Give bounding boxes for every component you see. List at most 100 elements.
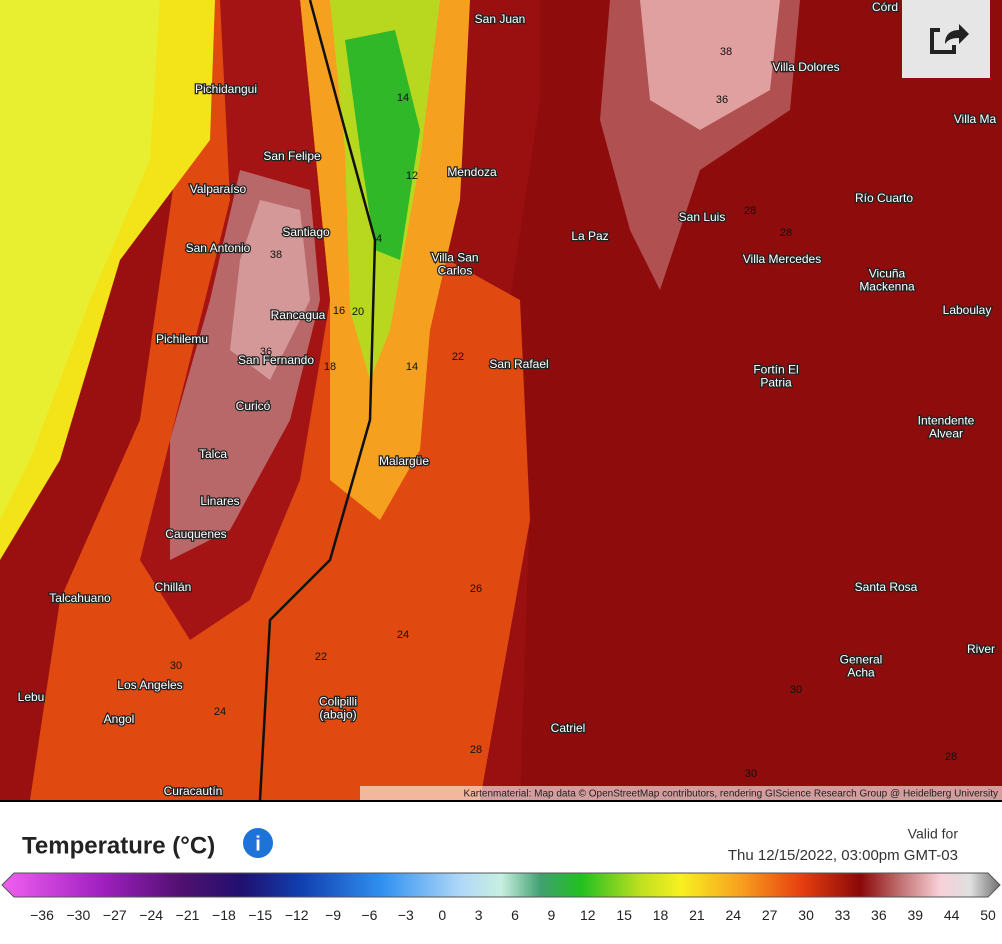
legend-tick-label: −21 — [176, 907, 200, 923]
legend-tick-label: −3 — [398, 907, 414, 923]
legend-tick-label: 21 — [689, 907, 705, 923]
city-label: Valparaíso — [190, 182, 247, 196]
legend-tick-label: 50 — [980, 907, 996, 923]
contour-label: 28 — [744, 205, 756, 217]
legend-title: Temperature (°C) — [22, 832, 215, 859]
valid-for-label: Valid for — [908, 826, 959, 842]
city-label: Vicuña Mackenna — [859, 267, 915, 294]
legend-tick-label: 27 — [762, 907, 778, 923]
city-label: Rancagua — [271, 308, 326, 322]
contour-label: 30 — [745, 768, 757, 780]
contour-label: 36 — [716, 94, 728, 106]
contour-label: 30 — [170, 660, 182, 672]
contour-label: 14 — [397, 92, 409, 104]
city-label: Santiago — [282, 225, 330, 239]
city-label: Intendente Alvear — [918, 414, 975, 441]
contour-label: 20 — [352, 306, 364, 318]
contour-label: 18 — [324, 361, 336, 373]
city-label: Villa Mercedes — [743, 252, 821, 266]
city-label: San Juan — [475, 12, 526, 26]
city-label: Río Cuarto — [855, 191, 913, 205]
legend-tick-label: 3 — [475, 907, 483, 923]
legend-tick-label: −30 — [67, 907, 91, 923]
contour-label: 22 — [315, 651, 327, 663]
contour-label: 36 — [260, 346, 272, 358]
contour-label: 4 — [376, 233, 382, 245]
city-label: Pichidangui — [195, 82, 257, 96]
contour-label: 38 — [720, 46, 732, 58]
city-label: Talca — [199, 447, 227, 461]
svg-text:i: i — [255, 833, 261, 855]
color-bar — [1, 872, 1001, 898]
city-label: Lebu — [18, 690, 45, 704]
legend-tick-label: 0 — [438, 907, 446, 923]
legend-tick-label: −12 — [285, 907, 309, 923]
city-label: San Antonio — [186, 241, 251, 255]
legend-tick-label: 24 — [726, 907, 742, 923]
contour-label: 28 — [470, 744, 482, 756]
legend-tick-label: 36 — [871, 907, 887, 923]
city-label: Linares — [200, 494, 239, 508]
attribution: Kartenmaterial: Map data © OpenStreetMap… — [464, 789, 998, 800]
city-label: San Luis — [679, 210, 726, 224]
city-label: Chillán — [155, 580, 192, 594]
legend-tick-label: 6 — [511, 907, 519, 923]
city-label: Curicó — [236, 399, 271, 413]
legend-tick-label: 15 — [616, 907, 632, 923]
city-label: San Fernando — [238, 353, 314, 367]
legend-tick-label: −6 — [361, 907, 377, 923]
contour-label: 14 — [406, 361, 418, 373]
legend-tick-label: −36 — [30, 907, 54, 923]
share-button[interactable] — [902, 0, 990, 78]
city-label: Angol — [104, 712, 135, 726]
legend-tick-label: 33 — [835, 907, 851, 923]
contour-label: 26 — [470, 583, 482, 595]
contour-labels: 38 36 14 12 28 28 4 38 16 20 36 18 14 22 26 24 22 30 24 28 3… — [170, 46, 957, 780]
city-labels: San Juan Córd Villa Dolores Villa Ma Pichida… — [16, 0, 998, 799]
city-label: Córd — [872, 0, 898, 14]
legend-tick-label: 30 — [798, 907, 814, 923]
info-button[interactable]: i — [243, 828, 273, 858]
legend-tick-label: 18 — [653, 907, 669, 923]
legend-tick-label: 9 — [547, 907, 555, 923]
legend-tick-label: 12 — [580, 907, 596, 923]
city-label: Pichilemu — [156, 332, 208, 346]
legend-tick-label: 39 — [907, 907, 923, 923]
legend-ticks: −36 −30 −27 −24 −21 −18 −15 −12 −9 −6 −3 0 3 6 9 12 15 18… — [30, 907, 996, 923]
city-label: Curacautín — [164, 784, 223, 798]
city-label: Villa Ma — [954, 112, 997, 126]
city-label: Villa Dolores — [772, 60, 839, 74]
map-border — [0, 800, 1002, 802]
legend-tick-label: 44 — [944, 907, 960, 923]
city-label: Talcahuano — [49, 591, 111, 605]
contour-label: 24 — [214, 706, 226, 718]
legend-tick-label: −27 — [103, 907, 127, 923]
contour-label: 24 — [397, 629, 409, 641]
city-label: Malargüe — [379, 454, 429, 468]
legend-tick-label: −24 — [139, 907, 163, 923]
city-label: River — [967, 642, 995, 656]
legend-tick-label: −15 — [248, 907, 272, 923]
contour-label: 38 — [270, 249, 282, 261]
attribution-bg — [360, 786, 1002, 800]
city-label: Fortín El Patria — [753, 363, 798, 390]
contour-label: 22 — [452, 351, 464, 363]
map[interactable] — [0, 0, 1002, 801]
contour-label: 12 — [406, 170, 418, 182]
city-label: Cauquenes — [165, 527, 226, 541]
city-label: Catriel — [551, 721, 586, 735]
contour-label: 16 — [333, 305, 345, 317]
contour-label: 28 — [945, 751, 957, 763]
city-label: San Felipe — [263, 149, 321, 163]
city-label: Los Angeles — [117, 678, 182, 692]
city-label: Villa San Carlos — [431, 251, 478, 278]
city-label: Mendoza — [447, 165, 497, 179]
legend-tick-label: −9 — [325, 907, 341, 923]
valid-for-time: Thu 12/15/2022, 03:00pm GMT-03 — [728, 847, 958, 864]
contour-label: 30 — [790, 684, 802, 696]
legend-tick-label: −18 — [212, 907, 236, 923]
city-label: Laboulay — [943, 303, 992, 317]
city-label: La Paz — [571, 229, 608, 243]
